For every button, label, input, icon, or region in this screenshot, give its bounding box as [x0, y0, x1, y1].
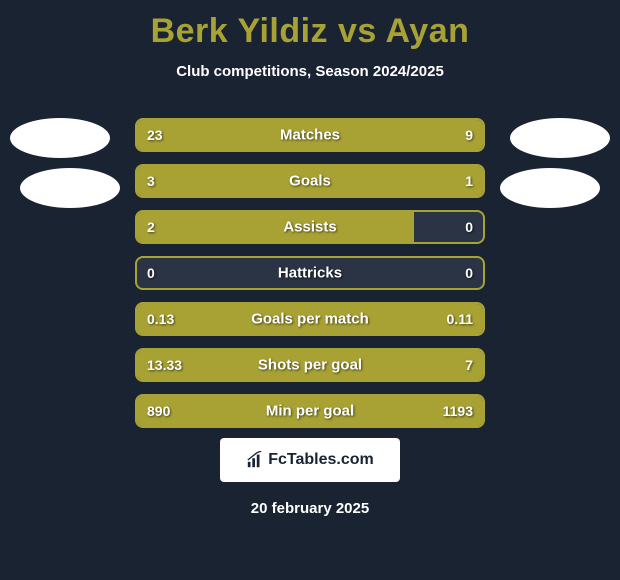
stat-row-hattricks: 0 Hattricks 0	[135, 256, 485, 290]
stat-value-right: 9	[465, 127, 473, 143]
player-left-logo-1	[10, 118, 110, 158]
brand-link[interactable]: FcTables.com	[220, 438, 400, 482]
player-left-logo-2	[20, 168, 120, 208]
stat-value-right: 1193	[443, 403, 473, 419]
stat-label: Goals	[137, 173, 483, 190]
stat-label: Hattricks	[137, 265, 483, 282]
player-right-logo-2	[500, 168, 600, 208]
stat-row-goals-per-match: 0.13 Goals per match 0.11	[135, 302, 485, 336]
stat-label: Min per goal	[137, 403, 483, 420]
stat-label: Goals per match	[137, 311, 483, 328]
date-text: 20 february 2025	[0, 500, 620, 517]
page-subtitle: Club competitions, Season 2024/2025	[0, 63, 620, 80]
stat-value-right: 0	[465, 219, 473, 235]
stat-value-right: 0.11	[447, 311, 473, 327]
stat-value-right: 1	[465, 173, 473, 189]
stat-label: Assists	[137, 219, 483, 236]
stat-label: Shots per goal	[137, 357, 483, 374]
stat-value-right: 7	[465, 357, 473, 373]
brand-text: FcTables.com	[268, 451, 374, 469]
stat-value-right: 0	[465, 265, 473, 281]
page-title: Berk Yildiz vs Ayan	[0, 0, 620, 51]
stat-row-matches: 23 Matches 9	[135, 118, 485, 152]
stats-container: 23 Matches 9 3 Goals 1 2 Assists 0 0 Hat…	[135, 118, 485, 440]
stat-row-assists: 2 Assists 0	[135, 210, 485, 244]
chart-icon	[246, 451, 264, 469]
stat-row-goals: 3 Goals 1	[135, 164, 485, 198]
stat-label: Matches	[137, 127, 483, 144]
stat-row-shots-per-goal: 13.33 Shots per goal 7	[135, 348, 485, 382]
player-right-logo-1	[510, 118, 610, 158]
stat-row-min-per-goal: 890 Min per goal 1193	[135, 394, 485, 428]
